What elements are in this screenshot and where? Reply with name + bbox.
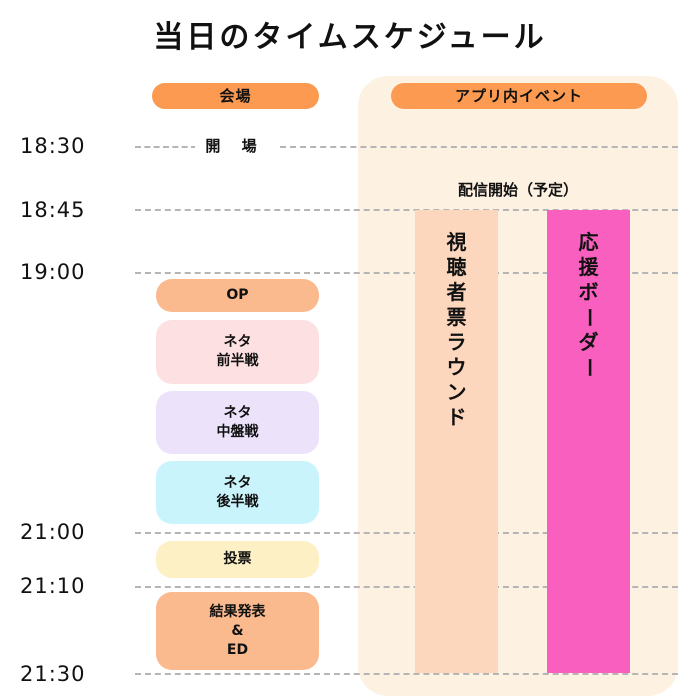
event-bar-label: 応援ボーダー (577, 230, 601, 673)
event-bar-char: ダ (578, 330, 599, 354)
segment-line: 後半戦 (216, 493, 259, 510)
gridline-2110 (135, 586, 678, 588)
event-bar-char: 視 (446, 230, 467, 254)
segment-vote: 投票 (156, 541, 319, 578)
time-label: 21:00 (20, 520, 86, 544)
segment-neta-last: ネタ 後半戦 (156, 461, 319, 524)
segment-line: ED (226, 641, 249, 658)
app-events-panel (358, 76, 678, 696)
venue-header: 会場 (152, 83, 319, 109)
segment-line: & (231, 622, 244, 639)
event-bar-support-border: 応援ボーダー (547, 210, 630, 673)
time-label: 18:45 (20, 198, 86, 222)
segment-line: ネタ (223, 474, 252, 491)
segment-line: OP (226, 287, 249, 303)
segment-neta-first: ネタ 前半戦 (156, 320, 319, 384)
event-bar-char: ン (446, 380, 467, 404)
event-bar-char: 応 (578, 230, 599, 254)
time-label: 21:10 (20, 574, 86, 598)
gridline-2130 (135, 673, 678, 675)
event-bar-char: ド (446, 405, 467, 429)
gridline-1830-left (135, 146, 197, 148)
event-bar-char: 聴 (446, 255, 467, 279)
time-label: 18:30 (20, 134, 86, 158)
event-bar-label: 視聴者票ラウンド (447, 230, 467, 673)
time-label: 19:00 (20, 260, 86, 284)
page-title: 当日のタイムスケジュール (153, 20, 547, 55)
segment-neta-middle: ネタ 中盤戦 (156, 391, 319, 454)
gridline-1830-right (280, 146, 678, 148)
event-bar-char: ウ (446, 355, 467, 379)
event-bar-char: ラ (446, 330, 467, 354)
gridline-2100 (135, 532, 678, 534)
venue-open-label: 開 場 (195, 136, 275, 156)
gridline-1845 (135, 209, 678, 211)
gridline-1900 (135, 272, 678, 274)
segment-line: ネタ (223, 404, 252, 421)
event-bar-char: 援 (578, 255, 599, 279)
time-label: 21:30 (20, 662, 86, 686)
segment-line: 中盤戦 (216, 423, 259, 440)
event-bar-char: ー (577, 307, 601, 328)
segment-op: OP (156, 279, 319, 312)
event-bar-char: 票 (446, 305, 467, 329)
app-events-header: アプリ内イベント (391, 83, 647, 109)
event-bar-viewer-vote: 視聴者票ラウンド (415, 210, 498, 673)
segment-line: ネタ (223, 334, 252, 350)
event-bar-char: ー (577, 357, 601, 378)
segment-line: 前半戦 (216, 353, 259, 369)
stream-start-label: 配信開始（予定） (457, 181, 578, 199)
segment-line: 投票 (223, 551, 252, 567)
segment-line: 結果発表 (209, 603, 266, 620)
event-bar-char: 者 (446, 280, 467, 304)
segment-results-ed: 結果発表 & ED (156, 592, 319, 670)
event-bar-char: ボ (578, 280, 599, 304)
